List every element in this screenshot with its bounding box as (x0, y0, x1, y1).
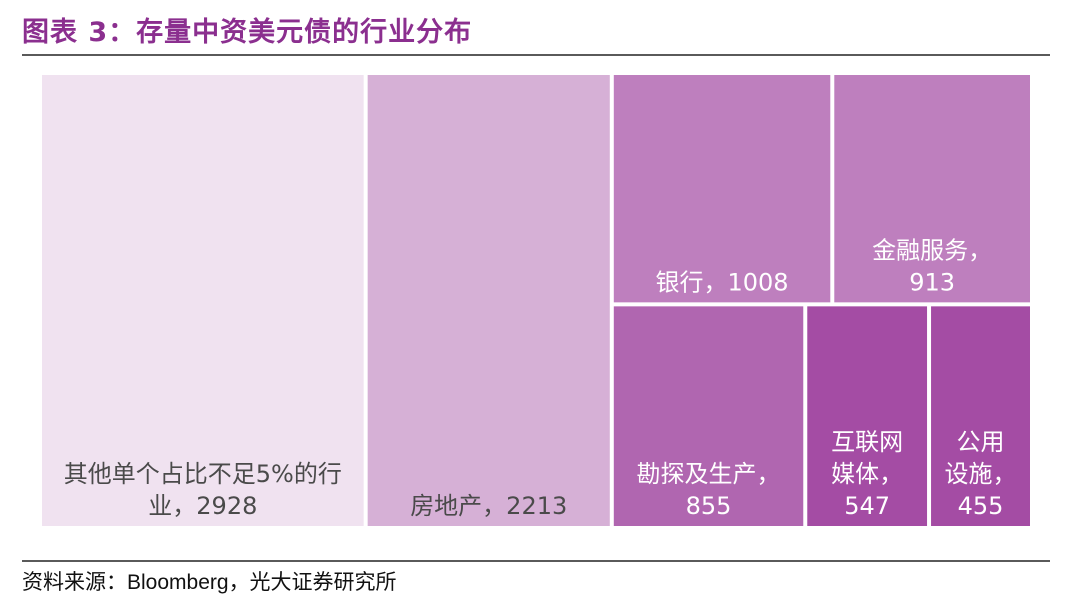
source-note: 资料来源：Bloomberg，光大证券研究所 (22, 566, 397, 596)
treemap-chart: 其他单个占比不足5%的行业，2928 房地产，2213 银行，1008 金融服务， 91… (42, 75, 1030, 526)
treemap-cell-financial-services: 金融服务， 913 (834, 75, 1030, 303)
treemap-label-other-line-2: 业，2928 (148, 492, 257, 520)
treemap-rect-utilities (931, 306, 1030, 526)
treemap-label-banks-line-1: 银行，1008 (656, 268, 789, 296)
treemap-label-internet-media-line-1: 互联网 (831, 428, 903, 456)
treemap-rect-other (42, 75, 364, 526)
treemap-label-utilities-line-1: 公用 (957, 428, 1005, 456)
treemap-cell-exploration-production: 勘探及生产， 855 (613, 306, 804, 526)
treemap-rect-banks (613, 75, 831, 303)
source-suffix: ，光大证券研究所 (228, 570, 397, 594)
treemap-rect-internet-media (807, 306, 928, 526)
treemap-label-exploration-production-line-2: 855 (686, 492, 732, 520)
treemap-frame: 其他单个占比不足5%的行 业，2928 房地产，2213 银行，1008 金融服务， 91… (22, 56, 1050, 546)
source-label: 资料来源： (22, 570, 127, 594)
treemap-cell-other: 其他单个占比不足5%的行业，2928 (42, 75, 364, 526)
treemap-label-other-line-1: 其他单个占比不足5%的行 (64, 460, 342, 488)
treemap-label-real-estate-line-1: 房地产，2213 (410, 492, 567, 520)
source-value: Bloomberg (127, 571, 229, 594)
bottom-divider (22, 560, 1050, 562)
top-divider (22, 54, 1050, 56)
chart-title: 图表 3：存量中资美元债的行业分布 (22, 17, 473, 48)
treemap-label-utilities-line-2: 设施， (945, 460, 1017, 488)
treemap-label-internet-media-line-3: 547 (844, 492, 890, 520)
treemap-label-utilities-line-3: 455 (958, 492, 1004, 520)
treemap-label-financial-services-line-2: 913 (909, 268, 955, 296)
treemap-rect-real-estate (367, 75, 610, 526)
treemap-cell-real-estate: 房地产，2213 (367, 75, 610, 526)
treemap-label-exploration-production-line-1: 勘探及生产， (637, 460, 781, 488)
treemap-label-internet-media-line-2: 媒体， (831, 460, 903, 488)
treemap-cell-banks: 银行，1008 (613, 75, 831, 303)
treemap-rect-exploration-production (613, 306, 804, 526)
treemap-rect-financial-services (834, 75, 1030, 303)
treemap-label-financial-services-line-1: 金融服务， (872, 236, 992, 264)
